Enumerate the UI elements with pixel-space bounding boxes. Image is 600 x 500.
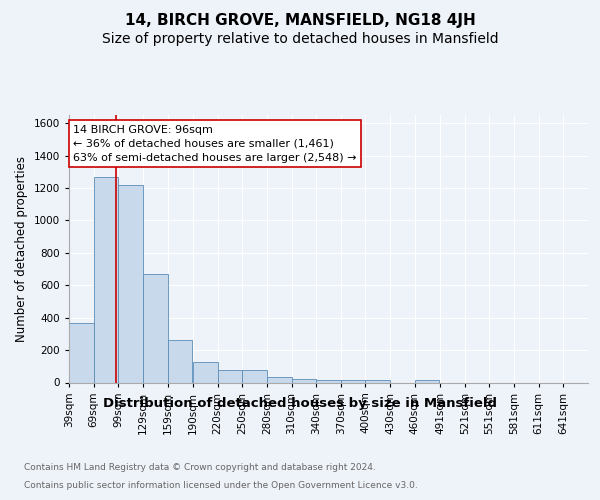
Bar	[365, 380, 390, 382]
Text: Size of property relative to detached houses in Mansfield: Size of property relative to detached ho…	[101, 32, 499, 46]
Y-axis label: Number of detached properties: Number of detached properties	[15, 156, 28, 342]
Text: Distribution of detached houses by size in Mansfield: Distribution of detached houses by size …	[103, 398, 497, 410]
Bar	[267, 377, 292, 382]
Bar	[118, 184, 143, 382]
Text: 14, BIRCH GROVE, MANSFIELD, NG18 4JH: 14, BIRCH GROVE, MANSFIELD, NG18 4JH	[125, 12, 475, 28]
Bar	[193, 362, 218, 382]
Text: Contains public sector information licensed under the Open Government Licence v3: Contains public sector information licen…	[24, 481, 418, 490]
Bar	[242, 370, 267, 382]
Bar	[167, 340, 192, 382]
Bar	[316, 380, 341, 382]
Text: Contains HM Land Registry data © Crown copyright and database right 2024.: Contains HM Land Registry data © Crown c…	[24, 462, 376, 471]
Bar	[143, 274, 167, 382]
Bar	[415, 380, 439, 382]
Bar	[94, 176, 118, 382]
Bar	[218, 370, 242, 382]
Bar	[292, 379, 316, 382]
Bar	[69, 322, 94, 382]
Text: 14 BIRCH GROVE: 96sqm
← 36% of detached houses are smaller (1,461)
63% of semi-d: 14 BIRCH GROVE: 96sqm ← 36% of detached …	[73, 124, 356, 162]
Bar	[341, 380, 365, 382]
